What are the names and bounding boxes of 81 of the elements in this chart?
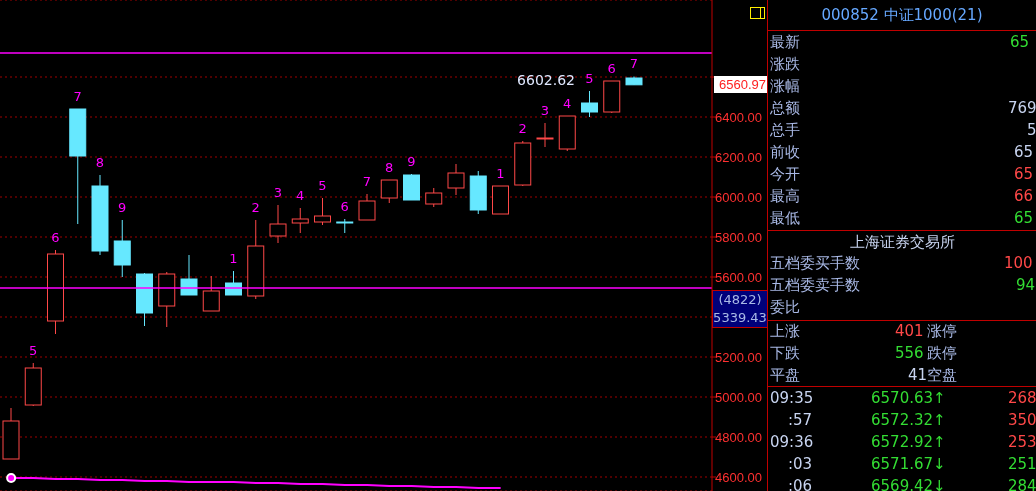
text: 1 [496,166,505,181]
y-tick-label: 6000.00 [715,189,762,205]
text: 09:36 [770,432,814,452]
text: 94 [1016,275,1036,295]
text: 委比 [770,297,800,317]
text: 五档委卖手数 [770,275,860,295]
y-tick-label: 6400.00 [715,109,762,125]
text: 000852 中证1000(21) [820,6,984,25]
text: 5 [1027,120,1036,140]
text: 5 [318,178,327,193]
text: 268 [1008,388,1036,408]
text: 253 [1008,432,1036,452]
y-tick-label: 6200.00 [715,149,762,165]
text: 6570.63↑ [871,388,946,408]
text: 3 [273,185,283,200]
text: 上涨 [770,321,800,341]
y-tick-label: 5000.00 [715,389,762,405]
text: (4822) [717,291,763,309]
text: 66 [1014,186,1034,206]
text: 五档委买手数 [770,253,860,273]
text: :57 [788,410,813,430]
text: 4 [563,96,572,111]
y-tick-label: 5800.00 [715,229,762,245]
text: 6572.92↑ [871,432,946,452]
text: 总额 [770,98,800,118]
text: 65 [1014,208,1034,228]
y-tick-label: 5600.00 [715,269,762,285]
text: 2 [251,200,260,215]
annotation: 6602.62 [517,72,575,89]
text: 今开 [770,164,800,184]
text: 5 [585,71,594,86]
text: 100 [1004,253,1033,273]
text: 41 [908,365,928,385]
text: 7 [629,56,639,72]
text: 涨停 [927,321,957,341]
text: 5339.43 [713,309,767,327]
text: 空盘 [927,365,957,385]
text: 8 [385,160,394,175]
text: 8 [95,155,105,170]
text: 最新 [770,32,800,52]
text: 65 [1014,164,1034,184]
text: 平盘 [770,365,800,385]
text: 最低 [770,208,800,228]
text: 556 [895,343,924,363]
text: 6571.67↓ [871,454,946,474]
text: 4 [296,188,305,203]
text: 350 [1008,410,1036,430]
text: :03 [788,454,813,474]
y-tick-label: 5200.00 [715,349,762,365]
text: 6569.42↓ [871,476,946,491]
y-tick-label: 4600.00 [715,469,762,485]
text: 6 [340,199,349,214]
text: 6560.97 [714,75,767,93]
text: 6572.32↑ [871,410,946,430]
text: 7 [362,174,372,189]
text: 上海证券交易所 [848,232,956,252]
text: 6 [607,61,616,76]
text: :06 [788,476,813,491]
text: 1 [229,251,238,266]
text: 总手 [770,120,800,140]
text: 9 [407,154,416,169]
text: 65 [1010,32,1030,52]
text: 251 [1008,454,1036,474]
text: 涨幅 [770,76,800,96]
text: 9 [118,200,127,215]
text: 09:35 [770,388,814,408]
text: 跌停 [927,343,957,363]
text: 下跌 [770,343,800,363]
text: 涨跌 [770,54,800,74]
text: 3 [540,103,550,118]
text: 401 [895,321,924,341]
text: 7 [73,89,82,104]
text: 最高 [770,186,800,206]
text: 2 [518,121,527,136]
text: 284 [1008,476,1036,491]
text: 前收 [770,142,800,162]
text: 65 [1014,142,1034,162]
y-tick-label: 4800.00 [715,429,762,445]
text: 769 [1008,98,1036,118]
text: 6 [51,230,60,245]
text: 5 [29,343,38,358]
